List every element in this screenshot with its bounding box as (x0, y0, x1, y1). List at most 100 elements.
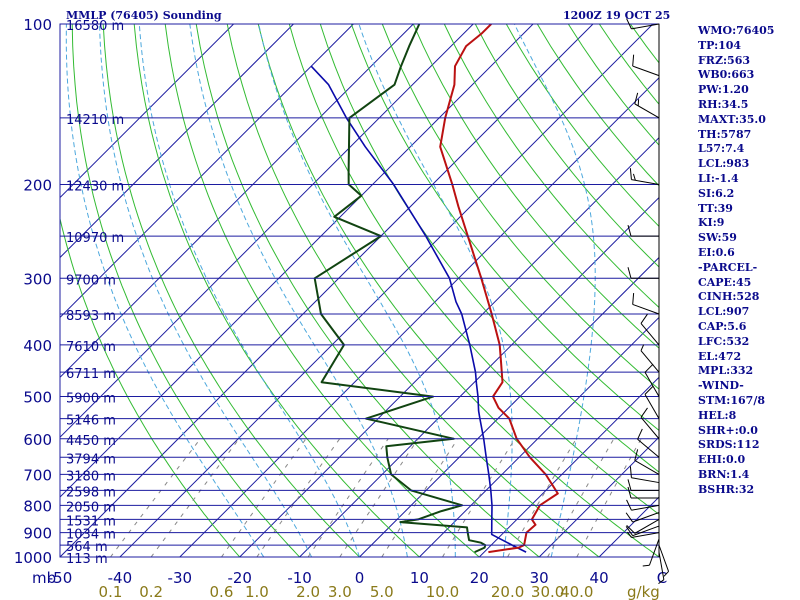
pressure-tick-label: 100 (23, 16, 52, 34)
temperature-tick-label: -10 (287, 569, 312, 587)
height-label: 1034 m (66, 528, 116, 543)
mixing-ratio-line (110, 438, 201, 557)
wind-barb (632, 54, 660, 77)
temperature-tick-label: 40 (590, 569, 609, 587)
wind-barb (625, 512, 660, 523)
wind-barb (625, 525, 660, 537)
mixing-ratio-label: 0.2 (139, 583, 163, 600)
height-label: 3794 m (66, 452, 116, 467)
mixing-ratio-label: 3.0 (328, 583, 352, 600)
wind-barb (627, 531, 660, 538)
index-item: RH:34.5 (698, 97, 749, 111)
wind-barb (626, 499, 660, 511)
pressure-tick-label: 600 (23, 431, 52, 449)
index-item: SRDS:112 (698, 438, 760, 452)
height-label: 564 m (66, 540, 108, 555)
index-item: LFC:532 (698, 334, 750, 348)
wind-barb (642, 538, 660, 567)
background-lines (60, 24, 659, 557)
height-label: 14210 m (66, 113, 124, 128)
observation-time: 1200Z 19 OCT 25 (563, 9, 671, 22)
temperature-tick-label: 10 (410, 569, 429, 587)
height-label: 6711 m (66, 367, 116, 382)
wind-barb (637, 428, 660, 458)
pressure-tick-label: 800 (23, 497, 52, 515)
wind-barb (640, 407, 660, 440)
height-label: 2598 m (66, 485, 116, 500)
wind-barb (627, 479, 659, 491)
wind-barb (626, 518, 660, 534)
height-label: 9700 m (66, 273, 116, 288)
dewpoint-trace (313, 24, 487, 554)
mixing-ratio-line (507, 438, 577, 557)
isotherm-line (60, 24, 354, 319)
index-item: SHR+:0.0 (698, 423, 758, 437)
index-item: EL:472 (698, 349, 742, 363)
height-label: 5146 m (66, 414, 116, 429)
isotherm-line (60, 24, 534, 498)
wind-barb (634, 92, 660, 119)
isotherm-line (60, 24, 414, 379)
isotherm-line (119, 24, 654, 557)
station-title: MMLP (76405) Sounding (66, 9, 222, 22)
index-item: -WIND- (698, 379, 744, 393)
mixing-ratio-unit-label: g/kg (627, 583, 660, 600)
mixing-ratio-label: 5.0 (370, 583, 394, 600)
isotherm-line (419, 316, 659, 557)
height-label: 8593 m (66, 309, 116, 324)
wind-barb (658, 544, 670, 577)
index-item: SI:6.2 (698, 186, 735, 200)
isotherm-line (60, 24, 594, 557)
wind-barb (640, 313, 660, 346)
index-item: WMO:76405 (698, 24, 775, 37)
wind-barb (626, 18, 660, 30)
index-item: PW:1.20 (698, 83, 749, 97)
height-label: 3180 m (66, 469, 116, 484)
index-item: EHI:0.0 (698, 453, 746, 467)
height-label: 5900 m (66, 392, 116, 407)
index-item: KI:9 (698, 216, 725, 230)
index-item: TT:39 (698, 201, 733, 215)
height-label: 2050 m (66, 500, 116, 515)
temperature-tick-label: -30 (168, 569, 193, 587)
mixing-ratio-line (150, 438, 240, 557)
pressure-unit-label: mb (32, 569, 56, 587)
wind-barb (634, 449, 660, 475)
height-label: 10970 m (66, 231, 124, 246)
wind-barb (640, 344, 660, 373)
wind-barb (629, 168, 660, 185)
temperature-tick-label: 20 (470, 569, 489, 587)
index-item: STM:167/8 (698, 393, 765, 407)
index-item: BSHR:32 (698, 482, 755, 496)
index-item: FRZ:563 (698, 53, 751, 67)
isotherm-line (60, 24, 294, 259)
wind-barb (627, 224, 659, 237)
mixing-ratio-label: 0.6 (210, 583, 234, 600)
pressure-tick-label: 1000 (14, 549, 52, 567)
index-item: WB0:663 (698, 68, 755, 82)
mixing-ratio-line (339, 438, 419, 557)
mixing-ratio-label: 10.0 (426, 583, 459, 600)
temperature-tick-label: -40 (108, 569, 133, 587)
isotherm-line (538, 436, 659, 557)
isotherm-line (60, 24, 234, 199)
height-label: 4450 m (66, 434, 116, 449)
pressure-tick-label: 900 (23, 525, 52, 543)
isotherm-line (478, 376, 659, 557)
temperature-tick-label: 0 (355, 569, 365, 587)
index-item: HEL:8 (698, 408, 737, 422)
mixing-ratio-label: 2.0 (296, 583, 320, 600)
height-label: 1531 m (66, 514, 116, 529)
index-item: MPL:332 (698, 364, 754, 378)
index-item: CAP:5.6 (698, 319, 747, 333)
wind-barb (658, 552, 665, 585)
indices-panel: WMO:76405 TP:104 FRZ:563 WB0:663 PW:1.20 RH:3… (698, 24, 798, 498)
temperature-trace (439, 24, 559, 554)
mixing-ratio-label: 1.0 (245, 583, 269, 600)
mixing-ratio-line (221, 438, 307, 557)
height-label: 113 m (66, 552, 108, 567)
isotherm-line (60, 24, 474, 438)
mixing-ratio-label: 20.0 (491, 583, 524, 600)
moist-adiabat-line (189, 24, 408, 557)
